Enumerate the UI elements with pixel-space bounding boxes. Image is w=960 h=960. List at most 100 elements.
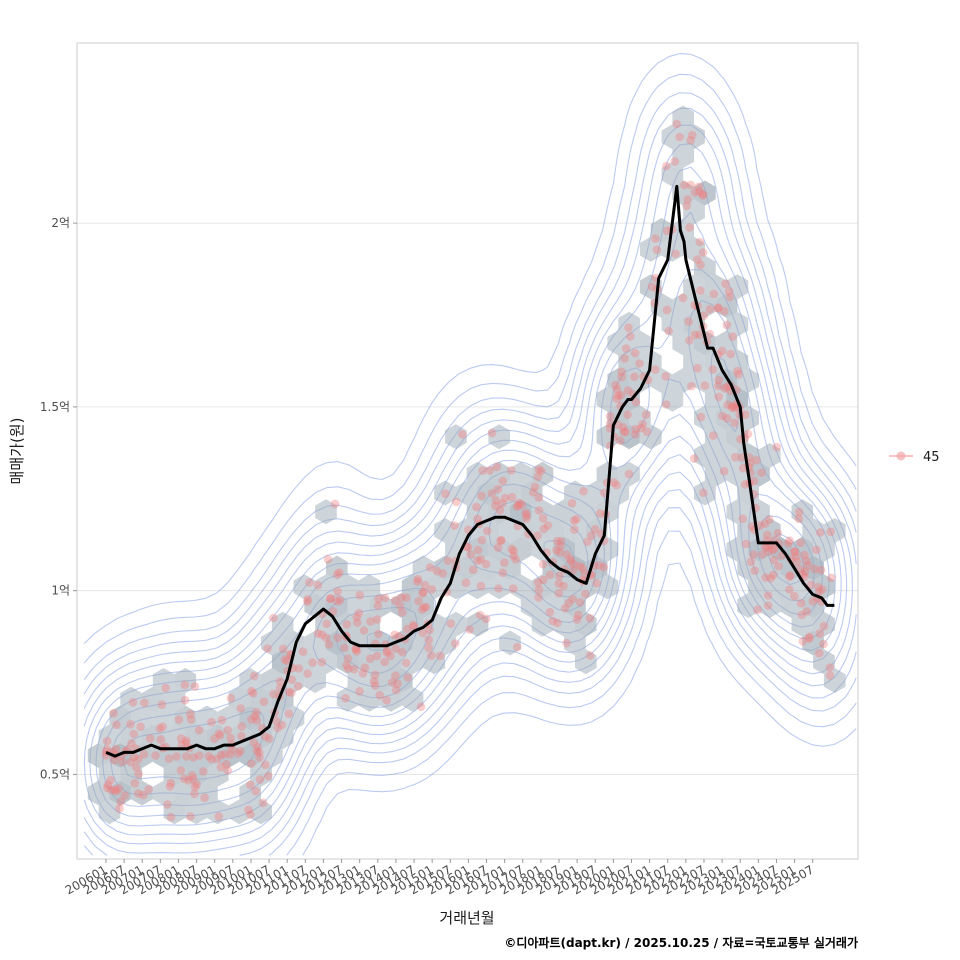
scatter-point	[562, 550, 571, 559]
density-contour	[83, 107, 857, 856]
scatter-point	[631, 397, 641, 407]
scatter-point	[714, 304, 723, 313]
scatter-point	[391, 685, 401, 695]
hexbin-cell	[564, 480, 586, 506]
scatter-point	[786, 571, 795, 580]
hexbin-cell	[607, 480, 630, 506]
hexbin-cell	[206, 724, 229, 750]
scatter-point	[513, 501, 523, 511]
scatter-point	[102, 745, 112, 754]
scatter-point	[236, 746, 245, 756]
scatter-point	[733, 366, 742, 376]
hexbin-cell	[466, 611, 489, 637]
hexbin-cell	[780, 593, 803, 618]
hexbin-cell	[564, 518, 586, 543]
scatter-point	[631, 424, 640, 434]
scatter-point	[321, 633, 331, 643]
scatter-point	[166, 778, 176, 788]
scatter-point	[530, 482, 540, 492]
hexbin-cell	[823, 518, 846, 543]
scatter-point	[109, 708, 118, 718]
scatter-point	[533, 578, 543, 587]
scatter-point	[575, 561, 585, 571]
hexbin-cell	[564, 630, 586, 656]
scatter-point	[617, 372, 626, 382]
scatter-point	[491, 501, 500, 511]
hexbin-cell	[542, 593, 565, 618]
hexbin-cell	[802, 630, 824, 656]
scatter-point	[342, 620, 352, 629]
scatter-point	[317, 630, 327, 640]
hexbin-cell	[520, 593, 543, 618]
scatter-point	[398, 608, 407, 617]
scatter-point	[803, 561, 813, 570]
scatter-point	[180, 695, 190, 705]
hexbin-cell	[759, 443, 781, 468]
scatter-point	[352, 612, 362, 622]
scatter-point	[342, 661, 351, 670]
legend-label: 45	[923, 450, 940, 465]
scatter-point	[398, 647, 407, 657]
scatter-point	[509, 546, 518, 556]
scatter-point	[172, 752, 181, 761]
scatter-point	[395, 601, 405, 610]
scatter-point	[446, 619, 456, 628]
scatter-point	[421, 602, 431, 612]
scatter-point	[435, 651, 445, 661]
hexbin-cell	[347, 593, 370, 618]
scatter-point	[164, 754, 174, 763]
scatter-point	[506, 466, 516, 475]
hexbin-cell	[520, 518, 543, 543]
scatter-point	[360, 663, 370, 672]
hexbin-cell	[629, 405, 651, 431]
scatter-point	[498, 568, 508, 578]
hexbin-cell	[553, 611, 575, 637]
scatter-point	[560, 604, 570, 613]
scatter-point	[630, 372, 639, 382]
scatter-point	[623, 386, 633, 395]
scatter-point	[487, 428, 497, 438]
scatter-point	[322, 619, 332, 628]
hexbin-cell	[618, 349, 640, 375]
scatter-point	[332, 597, 342, 606]
scatter-point	[696, 260, 705, 270]
scatter-point	[533, 472, 543, 482]
scatter-point	[749, 550, 758, 559]
hexbin-cell	[304, 630, 326, 656]
scatter-point	[763, 601, 773, 610]
scatter-point	[730, 418, 739, 428]
hexbin-cell	[174, 668, 197, 693]
scatter-point	[720, 384, 729, 393]
scatter-point	[772, 442, 782, 452]
hexbin-cell	[358, 611, 381, 637]
scatter-point	[507, 544, 517, 554]
density-contour	[83, 124, 857, 854]
scatter-point	[214, 729, 224, 738]
scatter-point	[724, 286, 734, 296]
scatter-point	[210, 734, 219, 743]
scatter-point	[247, 686, 256, 696]
scatter-point	[324, 640, 334, 649]
scatter-point	[800, 550, 809, 560]
hexbin-cell	[250, 761, 272, 787]
scatter-point	[216, 750, 226, 760]
scatter-point	[246, 810, 255, 819]
hexbin-cell	[304, 668, 326, 693]
scatter-point	[746, 557, 756, 567]
scatter-point	[766, 574, 775, 583]
scatter-point	[686, 136, 695, 145]
scatter-point	[738, 463, 748, 473]
hexbin-cell	[423, 649, 446, 675]
scatter-point	[110, 755, 119, 765]
scatter-point	[277, 720, 287, 730]
scatter-point	[750, 566, 760, 575]
scatter-point	[255, 753, 264, 762]
hexbin-cell	[737, 480, 759, 506]
hexbin-cell	[575, 499, 597, 525]
scatter-point	[199, 767, 208, 776]
scatter-point	[427, 585, 437, 594]
scatter-point	[303, 595, 313, 604]
scatter-point	[340, 643, 349, 653]
scatter-point	[477, 535, 487, 545]
scatter-point	[207, 754, 216, 764]
